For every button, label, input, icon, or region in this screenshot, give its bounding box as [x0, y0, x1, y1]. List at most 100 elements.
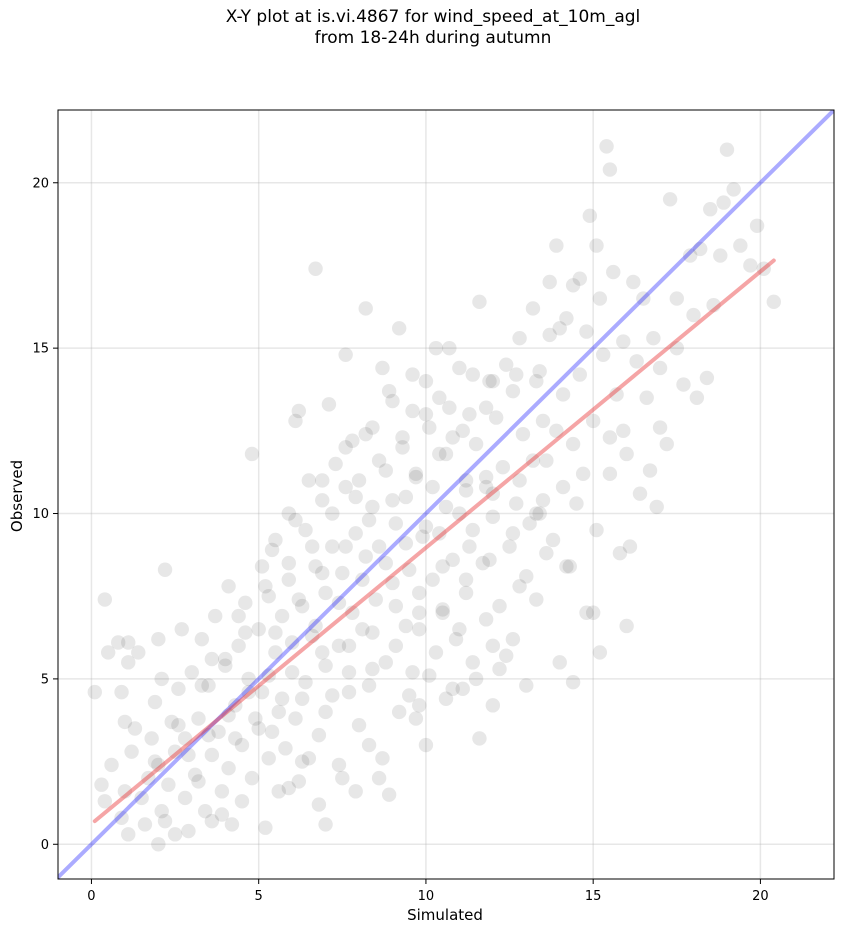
data-point	[294, 691, 310, 706]
data-point	[462, 407, 477, 422]
data-point	[572, 271, 587, 286]
data-point	[338, 479, 353, 495]
data-point	[345, 433, 360, 448]
data-point	[204, 747, 220, 763]
data-point	[636, 291, 651, 306]
data-point	[408, 469, 424, 485]
data-point	[565, 675, 581, 690]
data-point	[435, 559, 450, 574]
data-point	[519, 569, 534, 584]
data-point	[425, 572, 440, 587]
data-point	[167, 827, 183, 842]
data-point	[197, 803, 213, 819]
data-point	[438, 691, 454, 706]
data-point	[371, 539, 387, 554]
data-point	[191, 711, 206, 726]
data-point	[602, 466, 618, 482]
data-point	[214, 807, 230, 822]
data-point	[291, 592, 307, 607]
data-point	[385, 393, 400, 409]
data-point	[452, 622, 467, 637]
data-point	[609, 387, 624, 402]
data-point	[114, 684, 129, 700]
data-point	[716, 195, 731, 210]
data-point	[201, 678, 216, 693]
data-point	[512, 473, 527, 488]
data-point	[315, 645, 330, 660]
data-point	[412, 698, 427, 713]
data-point	[147, 694, 163, 710]
data-point	[589, 238, 604, 253]
data-point	[345, 605, 360, 620]
data-point	[264, 542, 280, 558]
data-point	[218, 651, 233, 667]
data-point	[331, 638, 347, 654]
data-point	[234, 737, 250, 753]
data-point	[559, 311, 574, 326]
chart-title-line-1: X-Y plot at is.vi.4867 for wind_speed_at…	[225, 7, 641, 27]
data-point	[301, 473, 317, 488]
data-point	[418, 407, 434, 422]
data-point	[301, 751, 317, 766]
data-point	[278, 741, 293, 756]
regression-line	[92, 258, 776, 824]
data-point	[405, 665, 420, 680]
data-point	[361, 678, 377, 693]
data-point	[378, 655, 393, 670]
data-point	[422, 420, 437, 435]
data-point	[391, 321, 407, 336]
data-point	[318, 658, 333, 673]
data-point	[97, 794, 113, 809]
data-point	[412, 622, 427, 637]
data-point	[298, 675, 313, 690]
data-point	[381, 383, 397, 399]
data-point	[535, 493, 551, 508]
data-point	[425, 479, 440, 495]
data-point	[365, 420, 380, 435]
data-point	[432, 526, 447, 541]
data-point	[482, 374, 497, 389]
data-point	[254, 559, 270, 574]
data-point	[341, 684, 357, 700]
data-point	[244, 770, 260, 786]
data-point	[703, 202, 718, 217]
data-point	[438, 446, 454, 462]
data-point	[174, 622, 189, 637]
data-point	[141, 770, 156, 786]
data-point	[485, 374, 501, 389]
data-point	[288, 413, 303, 429]
data-point	[412, 605, 427, 620]
data-point	[274, 608, 290, 624]
data-point	[438, 499, 454, 515]
data-point	[535, 413, 551, 429]
data-point	[231, 608, 246, 624]
data-point	[699, 370, 715, 386]
data-point	[766, 294, 781, 310]
data-point	[599, 139, 614, 154]
data-point	[619, 446, 634, 462]
data-point	[676, 377, 691, 392]
data-point	[565, 436, 581, 452]
data-point	[151, 837, 166, 852]
data-point	[398, 489, 414, 505]
data-point	[455, 681, 470, 697]
x-tick-label: 15	[585, 889, 602, 904]
data-point	[117, 784, 133, 799]
data-point	[669, 291, 684, 306]
data-point	[505, 526, 521, 541]
data-point	[596, 347, 611, 362]
y-tick-label: 15	[32, 342, 49, 357]
data-point	[167, 744, 183, 759]
data-point	[478, 469, 494, 485]
data-point	[415, 529, 430, 544]
data-point	[485, 486, 501, 501]
data-point	[281, 555, 296, 571]
data-point	[418, 374, 434, 389]
data-point	[405, 367, 420, 382]
data-point	[137, 817, 153, 832]
data-point	[154, 671, 169, 687]
data-point	[281, 780, 296, 796]
data-point	[211, 724, 226, 740]
data-point	[358, 426, 373, 442]
